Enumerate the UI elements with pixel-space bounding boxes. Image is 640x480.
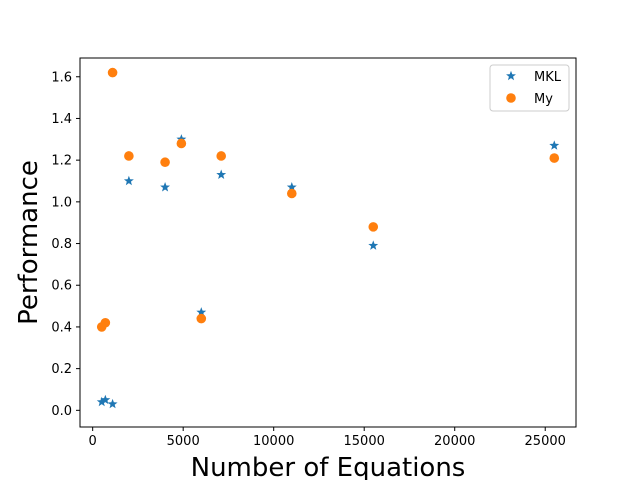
data-point-mkl [286,182,297,192]
data-point-my [216,151,226,161]
legend-label-mkl: MKL [534,70,562,85]
data-point-mkl [216,169,227,179]
data-point-my [160,157,170,168]
data-point-mkl [100,394,111,405]
data-point-mkl [96,396,107,407]
data-point-my [196,313,207,324]
data-point-my [107,67,118,78]
data-point-mkl [123,175,134,186]
ticks-layer: 0 5000 10000 15000 20000 25000 0.0 0.2 0.4 0.6 0.8… [51,70,566,449]
y-tick-label: 1.4 [51,112,72,127]
x-tick-label: 10000 [253,434,294,449]
data-point-my [176,138,187,149]
x-tick-label: 25000 [525,434,566,449]
y-tick-label: 0.6 [51,279,72,294]
legend-marker-my [506,93,516,103]
x-axis-label: Number of Equations [191,453,466,480]
y-tick-label: 0.2 [51,362,72,377]
data-point-my [368,222,379,232]
legend-my-circle-icon [506,93,516,103]
legend-label-my: My [534,92,553,107]
legend: MKL My [489,64,570,112]
data-point-mkl [196,307,207,317]
data-point-my [124,151,134,161]
x-tick-label: 5000 [167,434,200,449]
y-tick-label: 1.6 [51,70,72,85]
data-point-my [549,153,560,163]
points-layer [96,67,560,409]
plot-frame [79,57,577,428]
legend-marker-mkl [506,70,516,81]
y-tick-label: 0.8 [51,237,72,252]
data-point-mkl [160,182,171,192]
data-point-my [100,317,111,328]
y-axis-label: Performance [14,160,44,325]
data-point-mkl [107,398,118,409]
x-tick-label: 20000 [434,434,475,449]
data-point-mkl [368,240,379,250]
x-tick-label: 15000 [344,434,385,449]
y-tick-label: 0.0 [51,404,72,419]
data-point-my [286,188,297,199]
data-point-mkl [549,140,560,150]
x-tick-label: 0 [89,434,97,449]
y-tick-label: 1.2 [51,154,72,169]
y-tick-label: 1.0 [51,195,72,210]
legend-mkl-star-icon [506,70,516,81]
y-tick-label: 0.4 [51,320,72,335]
